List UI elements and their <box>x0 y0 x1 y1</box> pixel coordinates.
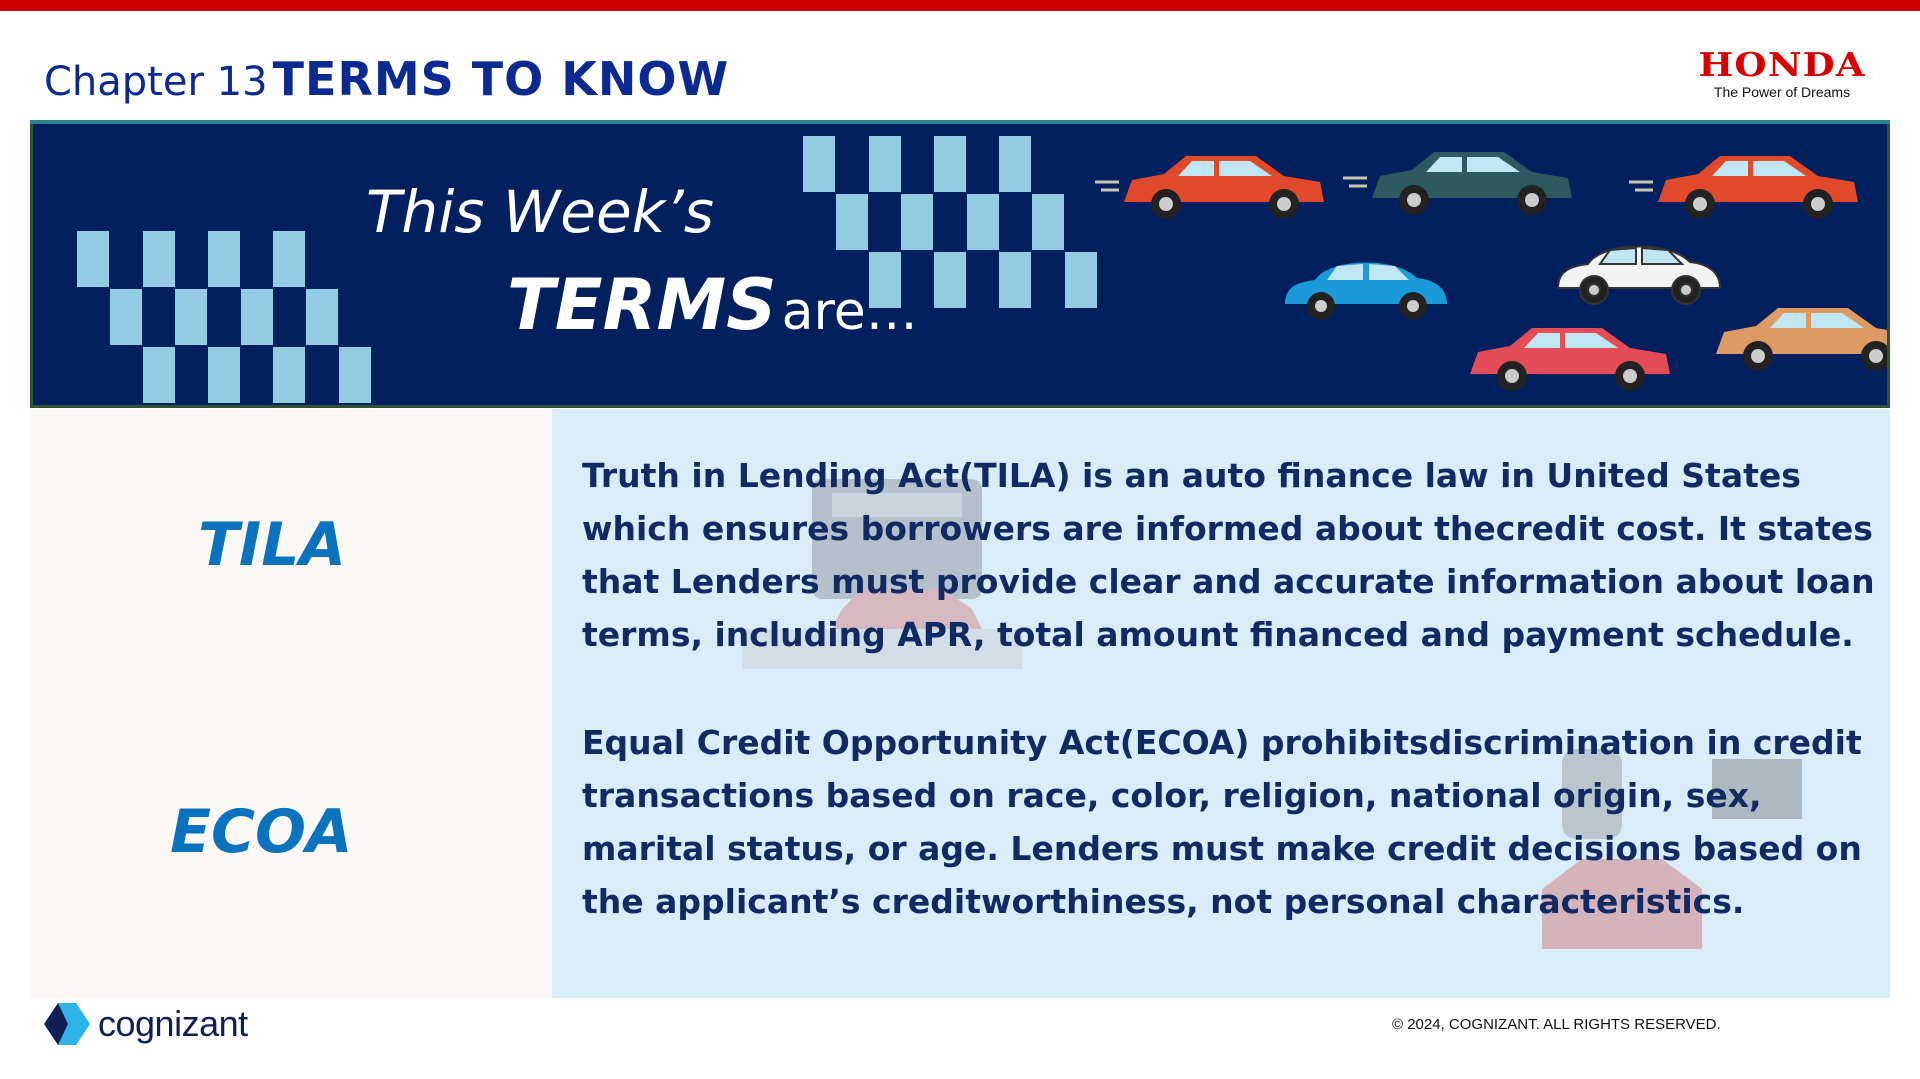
banner-line-2: TERMS are… <box>507 264 918 346</box>
calculator-icon <box>742 479 1022 669</box>
term-ecoa: ECOA <box>170 797 353 867</box>
cognizant-wordmark: cognizant <box>98 1003 248 1044</box>
car-icon <box>1372 152 1572 215</box>
banner-line-1: This Week’s <box>366 178 714 246</box>
title-text: TERMS TO KNOW <box>272 52 730 106</box>
car-icon <box>1124 156 1324 219</box>
definition-ecoa: Equal Credit Opportunity Act(ECOA) prohi… <box>582 723 1862 921</box>
car-icon <box>1716 308 1887 371</box>
banner: This Week’s TERMS are… <box>30 124 1890 408</box>
car-icon <box>1557 245 1721 305</box>
honda-tagline: The Power of Dreams <box>1713 84 1851 100</box>
honda-logo: HONDA The Power of Dreams <box>1686 48 1878 100</box>
banner-terms-word: TERMS <box>507 264 777 346</box>
title-divider <box>30 120 1890 124</box>
term-tila: TILA <box>198 510 346 580</box>
car-icon <box>1470 328 1670 391</box>
definitions-column <box>552 409 1890 998</box>
cognizant-logo: cognizant <box>44 1003 248 1045</box>
honda-wordmark: HONDA <box>1698 45 1866 84</box>
cognizant-mark-icon <box>44 1003 90 1045</box>
car-icon <box>1658 156 1858 219</box>
copyright-notice: © 2024, COGNIZANT. ALL RIGHTS RESERVED. <box>1392 1016 1721 1033</box>
car-icon <box>1285 262 1447 320</box>
car-key-icon <box>1542 749 1802 949</box>
banner-are-word: are… <box>781 282 918 342</box>
page-title: Chapter 13 TERMS TO KNOW <box>44 52 729 106</box>
top-accent-bar <box>0 0 1920 11</box>
terms-column <box>30 409 552 998</box>
cars-illustration <box>1095 152 1887 391</box>
chapter-label: Chapter 13 <box>44 59 268 105</box>
definition-tila: Truth in Lending Act(TILA) is an auto fi… <box>582 456 1875 654</box>
